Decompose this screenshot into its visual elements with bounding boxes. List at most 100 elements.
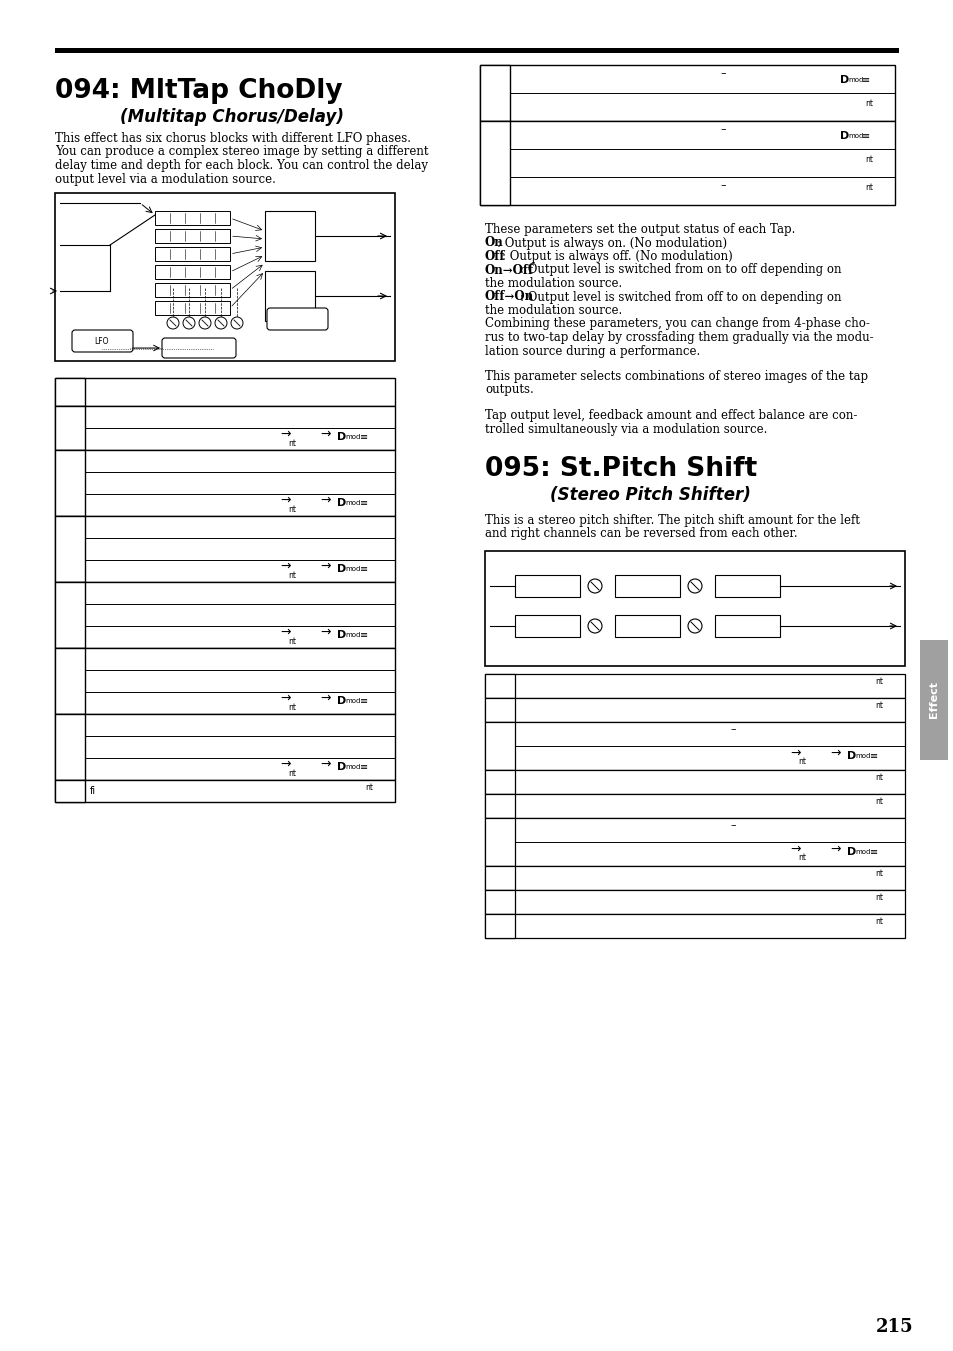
Text: →: → bbox=[280, 758, 291, 770]
Bar bbox=[484, 890, 904, 915]
Text: →: → bbox=[789, 747, 800, 759]
Bar bbox=[55, 780, 395, 802]
Bar bbox=[154, 265, 230, 280]
Bar bbox=[479, 122, 510, 205]
Bar bbox=[55, 193, 395, 361]
Bar bbox=[55, 407, 395, 450]
Text: mod: mod bbox=[345, 566, 360, 571]
Text: output level via a modulation source.: output level via a modulation source. bbox=[55, 173, 275, 185]
Bar bbox=[154, 282, 230, 297]
Text: D: D bbox=[336, 762, 346, 771]
Text: nt: nt bbox=[288, 769, 295, 777]
Text: Effect: Effect bbox=[928, 681, 938, 719]
Circle shape bbox=[214, 317, 227, 330]
Text: →: → bbox=[280, 493, 291, 507]
Circle shape bbox=[587, 580, 601, 593]
Bar bbox=[484, 866, 904, 890]
Text: : Output is always on. (No modulation): : Output is always on. (No modulation) bbox=[497, 236, 726, 250]
Text: ≡: ≡ bbox=[359, 762, 368, 771]
Text: These parameters set the output status of each Tap.: These parameters set the output status o… bbox=[484, 223, 795, 236]
Text: On→Off: On→Off bbox=[484, 263, 534, 277]
Text: outputs.: outputs. bbox=[484, 384, 533, 396]
FancyBboxPatch shape bbox=[71, 330, 132, 353]
Text: nt: nt bbox=[864, 182, 872, 192]
Bar bbox=[55, 49, 898, 53]
Text: Tap output level, feedback amount and effect balance are con-: Tap output level, feedback amount and ef… bbox=[484, 409, 857, 422]
Bar bbox=[515, 576, 579, 597]
Text: D: D bbox=[840, 76, 848, 85]
Bar bbox=[55, 407, 85, 450]
Bar bbox=[484, 915, 515, 938]
Text: nt: nt bbox=[288, 439, 295, 447]
Text: D: D bbox=[336, 499, 346, 508]
Text: D: D bbox=[336, 432, 346, 442]
Circle shape bbox=[687, 580, 701, 593]
Text: →: → bbox=[829, 843, 840, 855]
Circle shape bbox=[231, 317, 243, 330]
Text: →: → bbox=[319, 559, 330, 573]
Bar bbox=[265, 272, 314, 322]
Text: LFO: LFO bbox=[94, 336, 110, 346]
Text: nt: nt bbox=[874, 677, 882, 686]
Text: nt: nt bbox=[874, 797, 882, 807]
Bar bbox=[484, 551, 904, 666]
Text: nt: nt bbox=[365, 782, 373, 792]
Text: →: → bbox=[319, 493, 330, 507]
Text: Off→On: Off→On bbox=[484, 290, 534, 304]
Text: nt: nt bbox=[288, 636, 295, 646]
Bar bbox=[484, 721, 904, 770]
Text: →: → bbox=[319, 692, 330, 704]
Text: →: → bbox=[319, 427, 330, 440]
Text: ≡: ≡ bbox=[359, 563, 368, 574]
Text: mod: mod bbox=[854, 753, 869, 759]
Text: nt: nt bbox=[874, 917, 882, 927]
Text: ≡: ≡ bbox=[359, 696, 368, 707]
Text: →: → bbox=[280, 692, 291, 704]
FancyBboxPatch shape bbox=[267, 308, 328, 330]
Bar bbox=[265, 211, 314, 261]
Text: D: D bbox=[336, 696, 346, 707]
Text: mod: mod bbox=[854, 848, 869, 855]
Text: nt: nt bbox=[874, 701, 882, 711]
Bar bbox=[484, 817, 904, 866]
Bar bbox=[55, 648, 85, 713]
Text: D: D bbox=[846, 751, 856, 761]
Text: ≡: ≡ bbox=[359, 499, 368, 508]
Text: and right channels can be reversed from each other.: and right channels can be reversed from … bbox=[484, 527, 797, 540]
Text: 215: 215 bbox=[875, 1319, 913, 1336]
Text: nt: nt bbox=[864, 99, 872, 108]
Text: nt: nt bbox=[874, 893, 882, 902]
Text: the modulation source.: the modulation source. bbox=[484, 277, 621, 290]
Text: ≡: ≡ bbox=[359, 630, 368, 640]
Bar bbox=[479, 65, 510, 122]
Bar bbox=[919, 640, 947, 761]
Bar bbox=[55, 450, 85, 516]
Text: Off: Off bbox=[484, 250, 505, 263]
Text: nt: nt bbox=[797, 854, 805, 862]
Text: trolled simultaneously via a modulation source.: trolled simultaneously via a modulation … bbox=[484, 423, 766, 435]
Text: mod: mod bbox=[345, 632, 360, 638]
Text: nt: nt bbox=[874, 870, 882, 878]
Text: mod: mod bbox=[345, 765, 360, 770]
Bar bbox=[154, 211, 230, 226]
Bar bbox=[515, 615, 579, 638]
Text: (Stereo Pitch Shifter): (Stereo Pitch Shifter) bbox=[550, 486, 750, 504]
Bar bbox=[484, 674, 515, 698]
Text: This is a stereo pitch shifter. The pitch shift amount for the left: This is a stereo pitch shifter. The pitc… bbox=[484, 513, 859, 527]
Bar bbox=[154, 301, 230, 315]
Bar bbox=[55, 582, 85, 648]
FancyBboxPatch shape bbox=[162, 338, 235, 358]
Bar bbox=[484, 770, 904, 794]
Bar bbox=[479, 122, 894, 205]
Bar bbox=[55, 378, 395, 407]
Text: nt: nt bbox=[874, 774, 882, 782]
Text: →: → bbox=[789, 843, 800, 855]
Text: ≡: ≡ bbox=[862, 131, 869, 141]
Text: This effect has six chorus blocks with different LFO phases.: This effect has six chorus blocks with d… bbox=[55, 132, 411, 145]
Bar bbox=[55, 713, 395, 780]
Text: nt: nt bbox=[864, 154, 872, 163]
Bar bbox=[484, 674, 904, 698]
Text: D: D bbox=[840, 131, 848, 141]
Circle shape bbox=[587, 619, 601, 634]
Text: →: → bbox=[280, 427, 291, 440]
